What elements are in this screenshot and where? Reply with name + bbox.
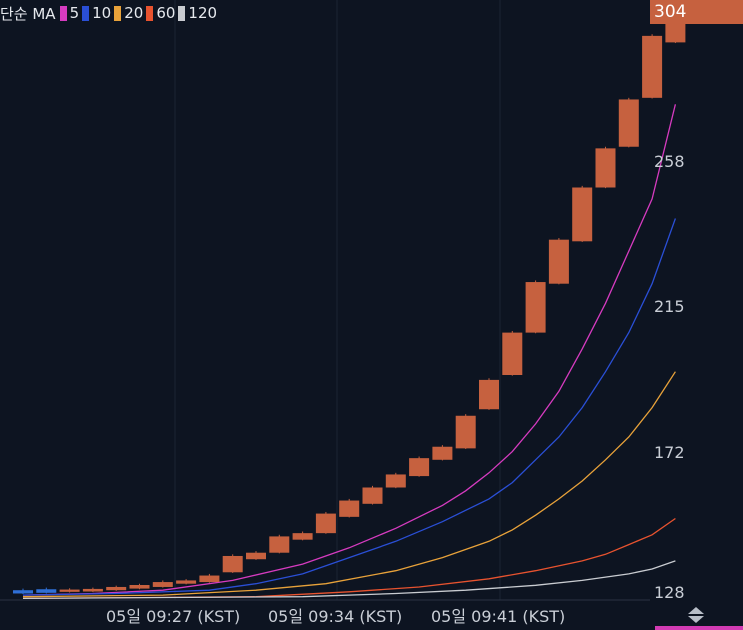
ma20-line (22, 371, 676, 598)
candle-body (525, 282, 546, 333)
candle-body (246, 552, 266, 560)
ma-legend-item-5: 5 (59, 4, 80, 22)
y-tick-label: 128 (654, 583, 685, 602)
candle-body (269, 536, 290, 553)
candle-body (595, 148, 616, 188)
candle-body (455, 415, 476, 449)
candle-body (642, 35, 663, 98)
candle-body (13, 590, 33, 594)
candle-body (479, 379, 499, 410)
ma60-swatch (146, 5, 154, 21)
candle-body (222, 555, 243, 573)
ma10-swatch (82, 5, 90, 21)
ma120-line (22, 560, 676, 600)
y-tick-label: 258 (654, 152, 685, 171)
candle-body (618, 99, 639, 147)
candle-body (339, 500, 360, 517)
candle-body (362, 487, 383, 504)
bottom-accent-bar (655, 626, 743, 630)
candle-body (548, 239, 569, 284)
candle-body (315, 513, 336, 534)
candle-body (176, 580, 197, 584)
candle-body (152, 582, 173, 587)
candle-body (409, 458, 430, 477)
chevron-down-icon (688, 616, 704, 623)
ma10-label: 10 (92, 4, 112, 22)
ma5-line (22, 104, 677, 596)
x-tick-label: 05일 09:34 (KST) (268, 607, 403, 626)
candle-body (106, 586, 127, 591)
candle-body (502, 332, 523, 375)
candle-body (82, 588, 103, 592)
ma120-label: 120 (188, 4, 218, 22)
candle-body (36, 589, 57, 593)
candle-body (59, 589, 80, 592)
ma20-swatch (114, 5, 122, 21)
last-price-tag: 304 (650, 0, 743, 24)
ma5-swatch (59, 5, 67, 21)
ma120-swatch (178, 5, 186, 21)
candle-body (129, 585, 150, 589)
y-tick-label: 215 (654, 297, 685, 316)
ma-legend-item-10: 10 (82, 4, 111, 22)
ma-legend-item-60: 60 (146, 4, 175, 22)
y-tick-label: 172 (654, 443, 685, 462)
ma20-label: 20 (124, 4, 144, 22)
candle-body (385, 474, 406, 488)
axis-scale-toggle[interactable] (683, 604, 709, 626)
candle-body (199, 575, 220, 583)
x-tick-label: 05일 09:41 (KST) (431, 607, 566, 626)
ma-legend-item-20: 20 (114, 4, 143, 22)
ma-legend-label: 단순 MA (0, 4, 56, 23)
ma-legend-item-120: 120 (178, 4, 217, 22)
candle-body (292, 533, 313, 540)
ma60-line (22, 517, 676, 600)
candle-body (432, 446, 453, 460)
ma10-line (22, 218, 677, 596)
ma-legend: 단순 MA 5 10 20 60 120 (0, 2, 220, 24)
chevron-up-icon (688, 607, 704, 614)
candle-body (572, 187, 593, 242)
ma5-label: 5 (69, 4, 80, 22)
x-tick-label: 05일 09:27 (KST) (106, 607, 241, 626)
ma60-label: 60 (156, 4, 176, 22)
